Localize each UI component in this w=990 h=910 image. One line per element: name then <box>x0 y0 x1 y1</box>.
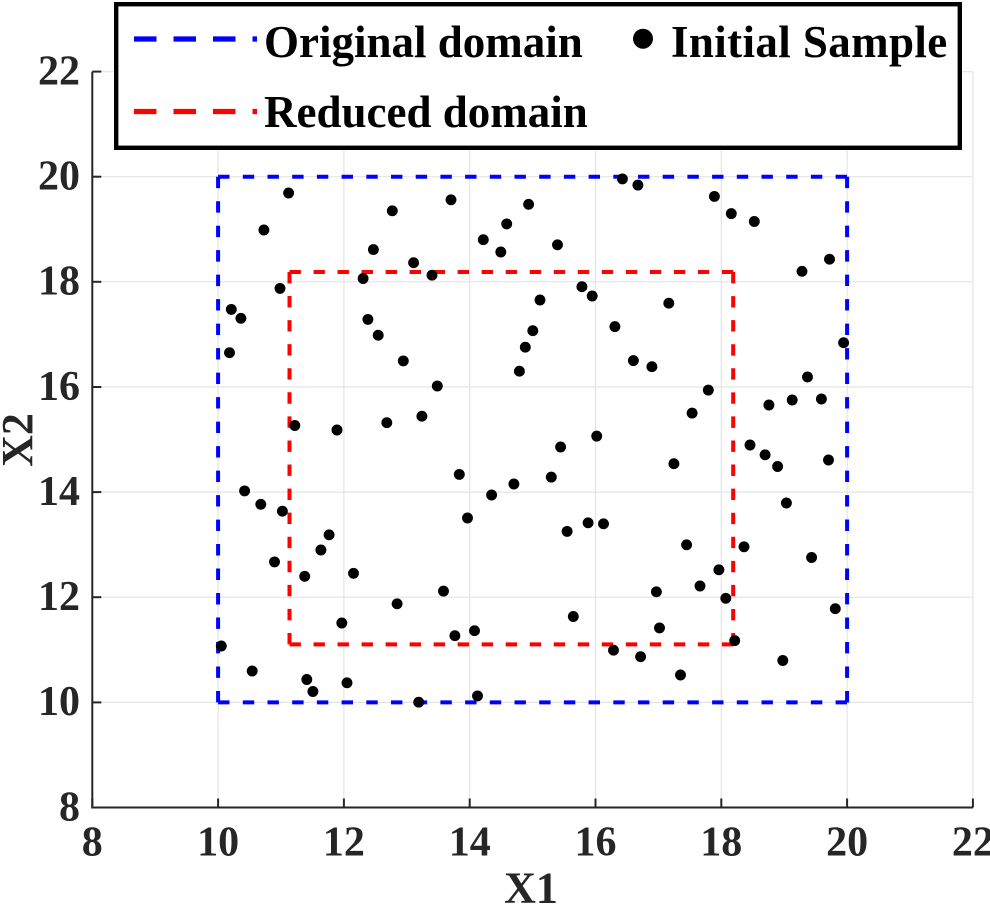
svg-text:12: 12 <box>38 574 80 620</box>
svg-text:22: 22 <box>38 48 80 94</box>
svg-text:X1: X1 <box>504 864 558 906</box>
svg-text:X2: X2 <box>0 413 42 467</box>
svg-text:14: 14 <box>449 820 491 866</box>
svg-text:18: 18 <box>700 820 742 866</box>
svg-text:12: 12 <box>323 820 365 866</box>
svg-text:20: 20 <box>826 820 868 866</box>
svg-text:16: 16 <box>575 820 617 866</box>
svg-text:10: 10 <box>197 820 239 866</box>
svg-text:Reduced domain: Reduced domain <box>264 87 588 137</box>
svg-text:8: 8 <box>59 784 80 830</box>
svg-text:8: 8 <box>82 820 103 866</box>
svg-text:20: 20 <box>38 154 80 200</box>
svg-text:16: 16 <box>38 364 80 410</box>
svg-text:Initial Sample: Initial Sample <box>671 17 948 67</box>
svg-text:22: 22 <box>952 820 990 866</box>
svg-text:14: 14 <box>38 469 80 515</box>
svg-text:Original domain: Original domain <box>264 17 583 67</box>
svg-text:10: 10 <box>38 679 80 725</box>
svg-text:18: 18 <box>38 259 80 305</box>
